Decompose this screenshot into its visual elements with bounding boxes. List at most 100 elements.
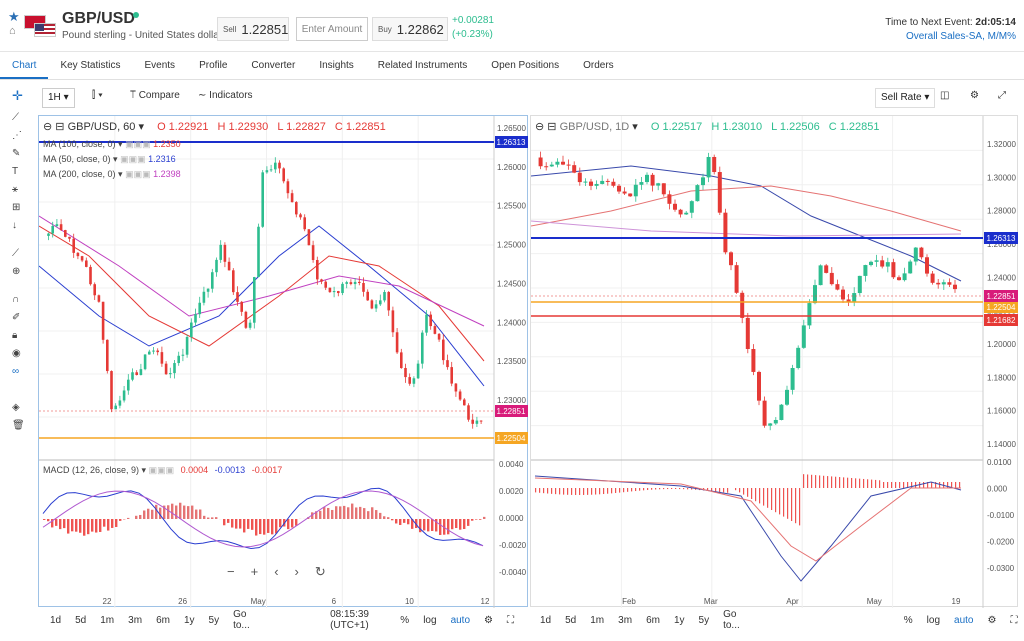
trash-icon[interactable]: 🗑︎: [12, 420, 25, 431]
x-tick-label: May: [867, 597, 882, 606]
rate-select[interactable]: Sell Rate ▾: [875, 88, 936, 108]
range-3m[interactable]: 3m: [618, 614, 633, 626]
settings-gear-icon[interactable]: ⚙: [484, 614, 493, 626]
settings-gear-icon[interactable]: ⚙: [987, 614, 997, 626]
log-toggle[interactable]: log: [423, 614, 437, 626]
macd-histogram-bar: [543, 488, 545, 494]
tab-key-statistics[interactable]: Key Statistics: [60, 60, 121, 71]
trendline-icon[interactable]: ⟋: [12, 112, 19, 123]
macd-histogram-bar: [351, 503, 354, 519]
goto-date[interactable]: Go to...: [233, 609, 250, 631]
settings-gear-icon[interactable]: ⚙: [970, 90, 979, 101]
pattern-icon[interactable]: ⚹: [12, 184, 18, 195]
hourly-close: C 1.22851: [334, 121, 386, 133]
buy-price-box[interactable]: Buy 1.22862: [372, 17, 448, 41]
indicators-label: Indicators: [209, 90, 253, 101]
price-tick-label: 1.20000: [987, 340, 1016, 349]
instrument-name: GBP/USD: [62, 10, 135, 27]
goto-date[interactable]: Go to...: [723, 609, 740, 631]
zoom-icon[interactable]: ⊕: [12, 266, 21, 277]
chart-panel-hourly[interactable]: 1.26500 1.26000 1.25500 1.25000 1.24500 1.240…: [38, 115, 529, 608]
tab-orders[interactable]: Orders: [583, 60, 614, 71]
text-icon[interactable]: T: [12, 166, 19, 177]
ma50-line: [38, 225, 485, 387]
macd-tick-label: -0.0300: [987, 564, 1015, 573]
chart-panel-daily[interactable]: 1.320001.300001.280001.260001.240001.220…: [530, 115, 1019, 608]
layout-icon[interactable]: ◫: [940, 90, 950, 101]
range-1y[interactable]: 1y: [673, 614, 685, 626]
candle-type-icon[interactable]: ⫿ ▾: [92, 90, 103, 101]
scroll-left-icon[interactable]: ‹: [274, 564, 279, 579]
range-6m[interactable]: 6m: [646, 614, 660, 626]
favorite-star-icon[interactable]: ★: [8, 9, 20, 24]
candle-body: [383, 292, 386, 301]
zoom-in-icon[interactable]: +: [250, 564, 259, 579]
candle-body: [863, 265, 868, 276]
price-tick-label: 1.25500: [497, 202, 526, 211]
sell-price-box[interactable]: Sell 1.22851: [217, 17, 289, 41]
indicators-button[interactable]: ∼ Indicators: [198, 90, 253, 101]
amount-input[interactable]: Enter Amount: [296, 17, 368, 41]
pencil-lock-icon[interactable]: ✐: [12, 312, 21, 323]
fullscreen-icon[interactable]: ⛶: [1010, 614, 1018, 626]
magnet-icon[interactable]: ∩: [12, 294, 20, 305]
tab-profile[interactable]: Profile: [199, 60, 228, 71]
lock-icon[interactable]: 🔒︎: [12, 330, 18, 341]
range-5y[interactable]: 5y: [698, 614, 710, 626]
fullscreen-icon[interactable]: ⤢: [998, 90, 1006, 101]
range-5d[interactable]: 5d: [565, 614, 577, 626]
macd-histogram-bar: [435, 519, 438, 532]
alert-icon[interactable]: ⌂: [9, 25, 16, 37]
candle-body: [227, 261, 231, 271]
macd-histogram-bar: [787, 488, 789, 519]
link-icon[interactable]: ∞: [12, 366, 20, 377]
tab-related-instruments[interactable]: Related Instruments: [377, 60, 468, 71]
next-event-link[interactable]: Overall Sales-SA, M/M%: [905, 31, 1016, 42]
macd-histogram-bar: [687, 488, 689, 490]
interval-select[interactable]: 1H ▾: [42, 88, 75, 108]
ma50-line: [530, 165, 962, 282]
eye-icon[interactable]: ◉: [12, 348, 21, 359]
candle-body: [421, 332, 424, 364]
log-toggle[interactable]: log: [926, 614, 941, 626]
range-1d[interactable]: 1d: [50, 614, 62, 626]
macd-tick-label: -0.0040: [499, 568, 527, 577]
auto-toggle[interactable]: auto: [450, 614, 471, 626]
daily-chart-svg[interactable]: 1.320001.300001.280001.260001.240001.220…: [530, 116, 1019, 608]
measure-icon[interactable]: ⊞: [12, 202, 21, 213]
zoom-out-icon[interactable]: −: [227, 564, 235, 579]
range-5y[interactable]: 5y: [208, 614, 220, 626]
range-1y[interactable]: 1y: [183, 614, 195, 626]
layers-icon[interactable]: ◈: [12, 402, 20, 413]
range-5d[interactable]: 5d: [75, 614, 87, 626]
hourly-chart-svg[interactable]: 1.26500 1.26000 1.25500 1.25000 1.24500 1.240…: [38, 116, 529, 608]
range-1m[interactable]: 1m: [100, 614, 115, 626]
crosshair-icon[interactable]: ✛: [12, 88, 23, 103]
instrument-header: ★ ⌂ GBP/USD Pound sterling - United Stat…: [0, 0, 1024, 52]
collapse-icon[interactable]: ⊖ ⊟: [535, 121, 557, 133]
tab-open-positions[interactable]: Open Positions: [491, 60, 560, 71]
range-1m[interactable]: 1m: [590, 614, 605, 626]
percent-toggle[interactable]: %: [400, 614, 410, 626]
range-3m[interactable]: 3m: [128, 614, 143, 626]
reset-chart-icon[interactable]: ↻: [314, 564, 326, 579]
range-1d[interactable]: 1d: [540, 614, 552, 626]
compare-button[interactable]: ⟙ Compare: [130, 90, 180, 101]
collapse-icon[interactable]: ⊖ ⊟: [43, 121, 65, 133]
auto-toggle[interactable]: auto: [954, 614, 974, 626]
tab-chart[interactable]: Chart: [0, 52, 49, 79]
tab-events[interactable]: Events: [144, 60, 176, 71]
candle-body: [345, 282, 348, 284]
tab-insights[interactable]: Insights: [319, 60, 354, 71]
percent-toggle[interactable]: %: [903, 614, 913, 626]
scroll-right-icon[interactable]: ›: [294, 564, 299, 579]
tab-converter[interactable]: Converter: [251, 60, 296, 71]
candle-body: [219, 244, 222, 260]
brush-icon[interactable]: ✎: [12, 148, 21, 159]
ruler-icon[interactable]: ⟋: [12, 248, 19, 259]
range-6m[interactable]: 6m: [156, 614, 170, 626]
fib-icon[interactable]: ⋰: [12, 130, 22, 141]
arrow-down-icon[interactable]: ↓: [12, 220, 17, 231]
macd-histogram-bar: [615, 488, 617, 494]
fullscreen-icon[interactable]: ⛶: [507, 614, 514, 626]
